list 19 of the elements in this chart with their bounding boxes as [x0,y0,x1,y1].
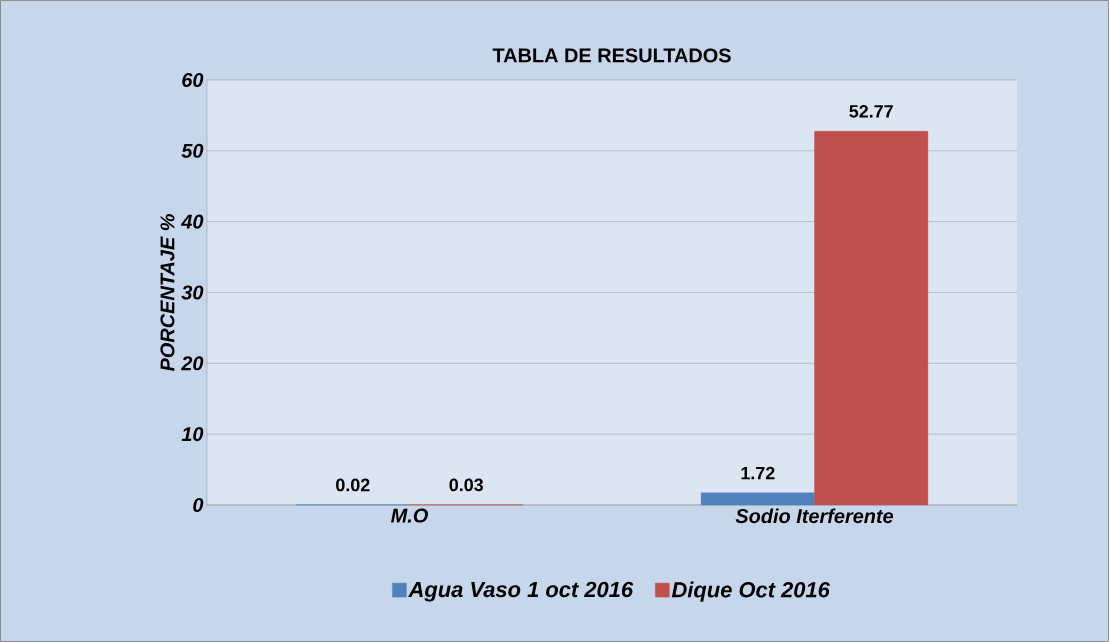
x-tick-label: Sodio Iterferente [735,508,894,524]
y-tick-label: 0 [193,497,204,513]
y-tick-label: 20 [181,356,204,371]
data-label: 0.03 [449,478,484,492]
legend-label: Dique Oct 2016 [671,581,830,602]
y-tick-label: 40 [181,214,204,229]
y-tick-label: 60 [182,72,204,88]
bar [814,131,929,506]
y-axis-title: PORCENTAJE % [160,214,175,372]
y-tick-label: 50 [181,143,204,158]
data-label: 0.02 [336,478,370,492]
chart-title: TABLA DE RESULTADOS [492,48,731,63]
data-label: 52.77 [849,104,893,118]
x-tick-label: M.O [391,508,428,523]
bar [700,492,815,506]
y-tick-label: 30 [181,285,204,300]
legend-label: Agua Vaso 1 oct 2016 [408,581,634,602]
data-label: 1.72 [741,466,775,480]
y-tick-label: 10 [181,427,204,442]
